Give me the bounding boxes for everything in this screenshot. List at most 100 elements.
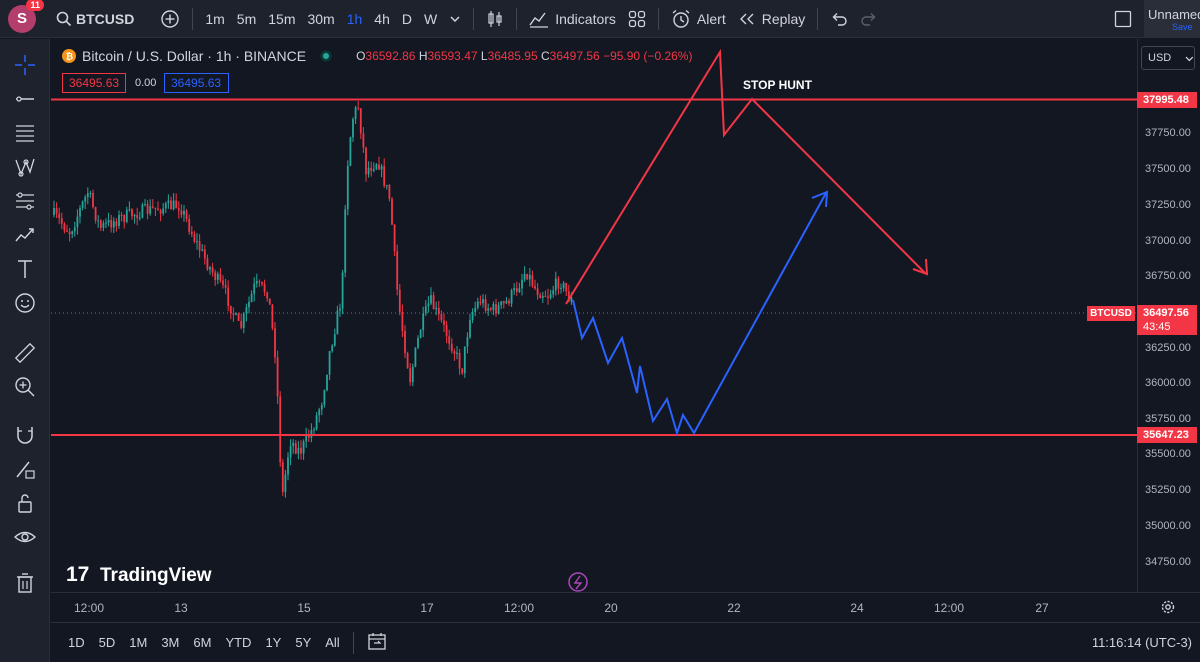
gear-icon xyxy=(1161,600,1175,614)
buy-price-box[interactable]: 36495.63 xyxy=(164,73,229,93)
compare-symbol-button[interactable] xyxy=(154,0,186,38)
candle-body xyxy=(495,304,497,314)
candle-body xyxy=(206,258,209,270)
candle-body xyxy=(146,204,149,214)
bullish-arrowhead xyxy=(811,190,829,208)
candle-body xyxy=(232,313,235,315)
interval-1m[interactable]: 1m xyxy=(205,10,225,27)
candle-body xyxy=(253,283,256,294)
grid-icon xyxy=(628,10,646,27)
range-6m[interactable]: 6M xyxy=(193,635,212,650)
interval-d[interactable]: D xyxy=(401,10,412,27)
spread-value: 0.00 xyxy=(135,77,157,89)
candle-body xyxy=(388,185,391,199)
candle-body xyxy=(177,208,180,211)
brush-tool[interactable] xyxy=(11,221,39,249)
layout-name-button[interactable]: Unnamed Save xyxy=(1144,0,1200,38)
candle-body xyxy=(274,328,276,358)
time-tick: 12:00 xyxy=(503,601,535,615)
interval-5m[interactable]: 5m xyxy=(236,10,257,27)
zoom-in-icon xyxy=(15,377,35,397)
candle-body xyxy=(398,289,401,313)
chart-settings-button[interactable] xyxy=(1160,599,1176,620)
candle-body xyxy=(528,274,531,280)
lock-drawings-tool[interactable] xyxy=(11,489,39,517)
candle-body xyxy=(131,209,133,217)
interval-dropdown[interactable] xyxy=(443,0,467,38)
currency-selector[interactable]: USD xyxy=(1141,46,1195,70)
market-status-icon xyxy=(320,50,332,62)
projection-icon xyxy=(16,192,34,210)
range-5d[interactable]: 5D xyxy=(98,635,116,650)
candle-body xyxy=(328,351,331,375)
candle-body xyxy=(544,296,547,298)
trend-line-tool[interactable] xyxy=(11,85,39,113)
bearish-projection-path xyxy=(565,48,926,305)
time-axis[interactable] xyxy=(51,592,1200,622)
candle-body xyxy=(500,301,503,306)
range-all[interactable]: All xyxy=(325,635,340,650)
interval-30m[interactable]: 30m xyxy=(307,10,335,27)
range-ytd[interactable]: YTD xyxy=(225,635,252,650)
plus-circle-icon xyxy=(161,9,180,28)
user-avatar[interactable]: S 11 xyxy=(8,0,44,33)
candle-body xyxy=(458,352,461,369)
zoom-tool[interactable] xyxy=(11,373,39,401)
remove-drawings-tool[interactable] xyxy=(11,569,39,597)
stay-drawing-tool[interactable] xyxy=(11,455,39,483)
candle-body xyxy=(526,273,529,280)
candle-body xyxy=(162,208,165,214)
range-5y[interactable]: 5Y xyxy=(295,635,312,650)
candle-body xyxy=(53,208,55,215)
magnet-tool[interactable] xyxy=(11,421,39,449)
price-tick: 37250.00 xyxy=(1145,199,1191,211)
interval-15m[interactable]: 15m xyxy=(268,10,296,27)
fullscreen-button[interactable] xyxy=(1108,0,1138,38)
text-tool[interactable] xyxy=(11,255,39,283)
goto-date-button[interactable] xyxy=(360,632,394,653)
emoji-tool[interactable] xyxy=(11,289,39,317)
candle-body xyxy=(427,303,430,307)
interval-4h[interactable]: 4h xyxy=(374,10,390,27)
symbol-search-button[interactable]: BTCUSD xyxy=(50,0,140,38)
crosshair-tool[interactable] xyxy=(11,51,39,79)
interval-w[interactable]: W xyxy=(424,10,438,27)
interval-1h[interactable]: 1h xyxy=(346,10,363,27)
chart-legend: ₿ Bitcoin / U.S. Dollar · 1h · BINANCE O… xyxy=(62,48,692,64)
range-1d[interactable]: 1D xyxy=(68,635,85,650)
chart-type-button[interactable] xyxy=(480,0,510,38)
candle-body xyxy=(565,282,568,292)
candle-body xyxy=(375,164,378,170)
pattern-tool[interactable] xyxy=(11,153,39,181)
price-chart[interactable]: STOP HUNT 17 TradingView xyxy=(51,39,1137,592)
layouts-button[interactable] xyxy=(622,0,652,38)
range-1y[interactable]: 1Y xyxy=(265,635,282,650)
hide-drawings-tool[interactable] xyxy=(11,523,39,551)
candle-body xyxy=(115,221,118,226)
lightning-icon[interactable] xyxy=(568,572,588,592)
candle-body xyxy=(159,210,162,214)
candle-body xyxy=(380,166,383,170)
redo-button[interactable] xyxy=(854,0,884,38)
range-3m[interactable]: 3M xyxy=(161,635,180,650)
candle-body xyxy=(136,214,139,219)
candle-body xyxy=(89,193,92,195)
ruler-tool[interactable] xyxy=(11,339,39,367)
candle-body xyxy=(266,292,269,299)
indicators-button[interactable]: Indicators xyxy=(523,0,622,38)
candle-body xyxy=(144,204,146,206)
bearish-arrowhead xyxy=(912,258,929,276)
candle-body xyxy=(349,137,352,166)
fib-tool[interactable] xyxy=(11,119,39,147)
undo-button[interactable] xyxy=(824,0,854,38)
high-value: 36593.47 xyxy=(427,49,478,63)
candle-body xyxy=(167,200,170,204)
range-1m[interactable]: 1M xyxy=(129,635,148,650)
sell-price-box[interactable]: 36495.63 xyxy=(62,73,127,93)
replay-button[interactable]: Replay xyxy=(732,0,812,38)
candle-body xyxy=(185,210,188,219)
tradingview-logo: 17 TradingView xyxy=(66,563,212,586)
alert-button[interactable]: Alert xyxy=(665,0,732,38)
projection-tool[interactable] xyxy=(11,187,39,215)
clock-timezone[interactable]: 11:16:14 (UTC-3) xyxy=(1091,635,1192,650)
